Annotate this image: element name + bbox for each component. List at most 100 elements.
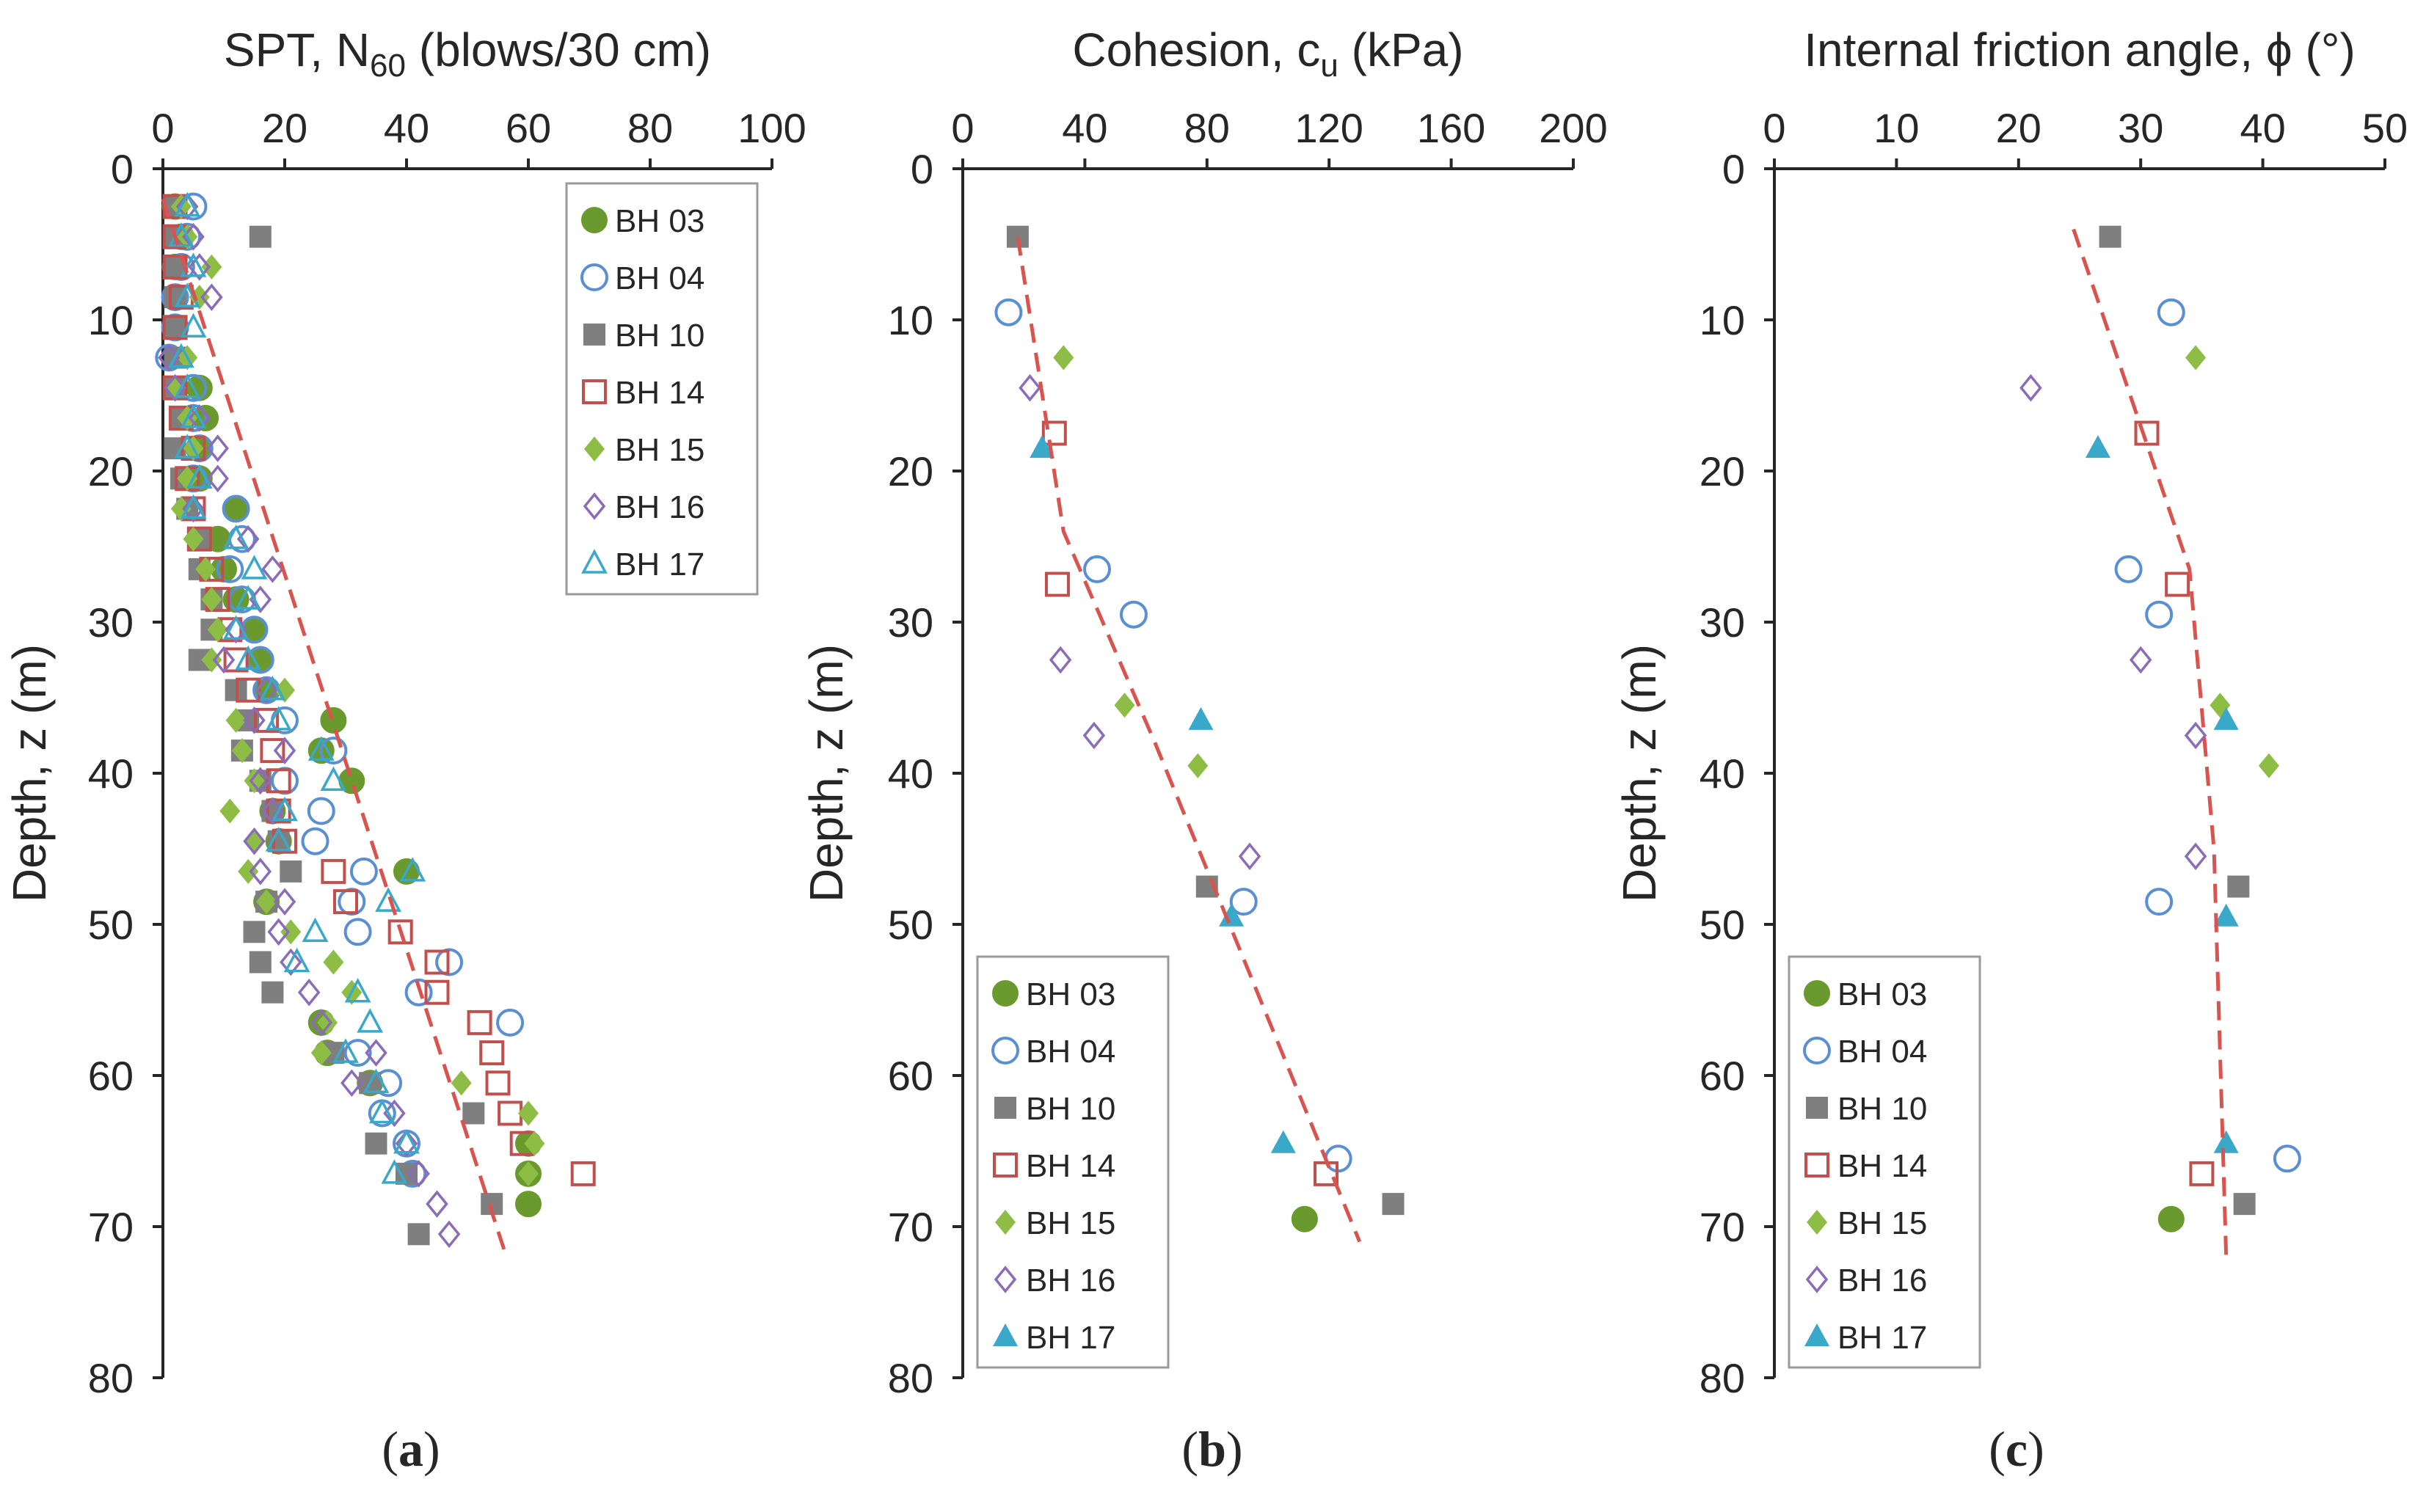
y-tick-label: 10 (88, 297, 134, 343)
chart-panel-a: SPT, N60 (blows/30 cm) 0 20 40 60 80 100 0 10 20 3… (3, 23, 806, 1477)
legend-label: BH 15 (1837, 1205, 1927, 1241)
data-point (2157, 298, 2185, 326)
legend-label: BH 17 (1026, 1320, 1115, 1356)
series-bh-16 (1019, 373, 1261, 871)
data-point (249, 585, 272, 613)
data-point (323, 949, 344, 975)
y-tick-label: 10 (1700, 297, 1745, 343)
legend-label: BH 14 (1026, 1148, 1115, 1184)
x-tick-label: 40 (384, 105, 429, 151)
data-point (344, 977, 371, 1003)
data-point (343, 918, 372, 946)
legend-marker (992, 980, 1019, 1007)
data-point (301, 827, 329, 855)
legend-label: BH 14 (615, 375, 704, 411)
data-point (2099, 225, 2121, 248)
data-point (222, 524, 249, 549)
data-point (1030, 435, 1055, 459)
legend-marker (581, 207, 608, 233)
y-tick-label: 80 (888, 1355, 933, 1401)
data-point (200, 283, 223, 311)
data-point (1238, 842, 1261, 871)
data-point (1187, 753, 1209, 778)
data-point (333, 889, 358, 915)
data-point (164, 373, 186, 402)
data-point (368, 1098, 396, 1124)
data-point (180, 494, 207, 519)
data-point (249, 858, 272, 885)
data-point (1382, 1193, 1405, 1216)
data-point (2227, 875, 2250, 898)
legend-marker (584, 437, 605, 461)
data-point (266, 768, 291, 794)
legend-item: BH 10 (1806, 1091, 1927, 1127)
legend-item: BH 14 (1804, 1148, 1927, 1184)
data-point (170, 496, 192, 522)
chart-panel-b: Cohesion, cu (kPa) 0 40 80 120 160 200 0 10 20 30 4… (800, 23, 1608, 1477)
data-point (381, 1159, 408, 1184)
chart-panel-c: Internal friction angle, ϕ (°) 0 10 20 30 40 5… (1613, 23, 2408, 1477)
data-point (260, 738, 285, 764)
data-point (424, 979, 450, 1005)
data-point (307, 736, 335, 761)
y-tick-label: 20 (888, 448, 933, 494)
legend-marker (580, 263, 608, 291)
data-point (216, 555, 244, 583)
legend-marker (1804, 1153, 1829, 1177)
data-point (349, 857, 378, 885)
data-point (283, 947, 310, 973)
legend-item: BH 14 (582, 375, 704, 411)
legend-label: BH 17 (615, 547, 704, 582)
legend-marker (583, 324, 605, 346)
data-point (363, 1068, 390, 1094)
data-point (365, 1039, 387, 1067)
data-point (206, 434, 229, 462)
legend-label: BH 03 (615, 203, 704, 239)
data-point (2114, 555, 2143, 583)
data-point (267, 918, 290, 946)
chart-title: Cohesion, cu (kPa) (1072, 23, 1463, 84)
panel-label: (a) (382, 1421, 440, 1477)
x-tick-label: 80 (627, 105, 673, 151)
y-tick-label: 10 (888, 297, 933, 343)
legend-item: BH 15 (584, 432, 704, 468)
data-point (451, 1070, 472, 1096)
series-bh-17 (2085, 435, 2239, 1153)
legend-marker (991, 1037, 1019, 1064)
x-tick-label: 20 (262, 105, 307, 151)
data-point (496, 1008, 525, 1037)
data-point (1041, 420, 1067, 446)
data-point (570, 1161, 596, 1186)
x-tick-label: 20 (1996, 105, 2041, 151)
data-point (241, 555, 268, 580)
legend-item: BH 14 (993, 1148, 1115, 1184)
data-point (297, 978, 321, 1007)
data-point (174, 191, 201, 217)
legend-marker (583, 492, 606, 520)
y-tick-label: 60 (888, 1053, 933, 1099)
legend-label: BH 15 (1026, 1205, 1115, 1241)
legend-item: BH 04 (1803, 1034, 1927, 1070)
trend-line (161, 198, 506, 1250)
x-tick-label: 30 (2118, 105, 2163, 151)
y-tick-label: 30 (1700, 599, 1745, 646)
y-tick-label: 40 (88, 750, 134, 797)
x-tick-label: 40 (1062, 105, 1107, 151)
data-point (261, 981, 284, 1004)
x-tick-label: 200 (1539, 105, 1607, 151)
y-tick-label: 50 (88, 902, 134, 948)
data-point (2157, 1205, 2185, 1232)
data-point (1188, 706, 1214, 730)
legend-item: BH 16 (1805, 1263, 1927, 1299)
y-tick-label: 0 (1722, 146, 1745, 192)
data-point (375, 887, 402, 912)
data-point (201, 587, 222, 613)
y-tick-label: 20 (88, 448, 134, 494)
chart-title: SPT, N60 (blows/30 cm) (224, 23, 711, 84)
data-point (249, 767, 272, 795)
data-point (236, 677, 261, 703)
data-point (515, 1191, 542, 1218)
data-point (225, 616, 247, 644)
data-point (1270, 1130, 1296, 1153)
data-point (2184, 842, 2207, 871)
